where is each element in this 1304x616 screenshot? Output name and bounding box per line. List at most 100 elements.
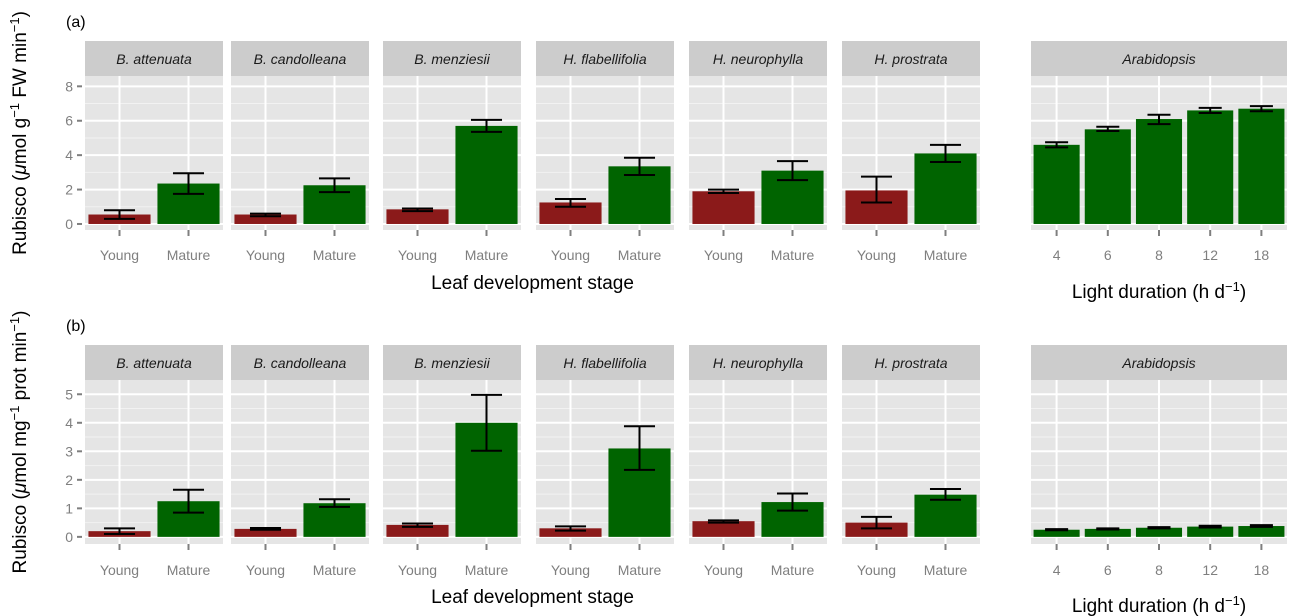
x-tick-label: Young [100, 562, 139, 578]
facet-panel: H. prostrata Young Mature [842, 345, 980, 578]
bar [234, 528, 297, 537]
facet-strip-label: B. menziesii [414, 355, 490, 371]
y-axis-title-part: μ [10, 482, 31, 494]
facet-panel: B. attenuata Young Mature [85, 345, 223, 578]
x-tick-label: 18 [1254, 247, 1270, 263]
facet-strip [842, 345, 980, 380]
error-bar [1198, 524, 1222, 529]
y-tick-label: 2 [65, 182, 73, 198]
facet-panel: B. menziesii Young Mature [383, 41, 521, 263]
x-tick-label: 12 [1202, 247, 1218, 263]
x-tick-label: 8 [1155, 247, 1163, 263]
panel-tag: (a) [66, 14, 86, 31]
facet-panel: B. candolleana Young Mature [231, 41, 369, 263]
bar [692, 191, 755, 224]
bar [1084, 528, 1131, 537]
x-tick-label: Mature [924, 247, 968, 263]
facet-strip [842, 41, 980, 76]
x-axis-title-part: Light duration (h d [1072, 282, 1225, 303]
bar [303, 503, 366, 537]
y-axis-title-part: −1 [7, 317, 22, 332]
facet-panel: H. flabellifolia Young Mature [536, 345, 674, 578]
error-bar [1147, 526, 1171, 530]
y-tick-label: 1 [65, 500, 73, 516]
error-bar [401, 207, 434, 213]
y-axis-title-part: Rubisco ( [10, 174, 31, 255]
facet-panel: H. prostrata Young Mature [842, 41, 980, 263]
bar [1033, 144, 1080, 224]
x-axis-title-part: ) [1240, 282, 1246, 303]
facet-strip [689, 345, 827, 380]
facet-strip [383, 345, 521, 380]
x-tick-label: Young [551, 247, 590, 263]
error-bar [1249, 524, 1273, 528]
x-axis-title: Leaf development stage [431, 587, 634, 608]
y-tick-label: 4 [65, 147, 73, 163]
error-bar [1045, 141, 1069, 149]
x-axis-title: Leaf development stage [431, 273, 634, 294]
x-axis-title-light-duration: Light duration (h d−1) [1072, 279, 1246, 303]
x-tick-label: 6 [1104, 562, 1112, 578]
x-tick-label: Mature [618, 247, 662, 263]
facet-strip [85, 41, 223, 76]
x-tick-label: Mature [771, 247, 815, 263]
bar [1187, 110, 1234, 224]
y-axis-title-part: −1 [7, 406, 22, 421]
x-tick-label: Mature [465, 562, 509, 578]
error-bar [554, 198, 587, 208]
error-bar [249, 527, 282, 531]
x-tick-label: Young [704, 247, 743, 263]
facet-strip [689, 41, 827, 76]
y-axis-title-part: Rubisco ( [10, 493, 31, 574]
x-axis-title-part: ) [1240, 596, 1246, 616]
facet-panel: H. neurophylla Young Mature [689, 345, 827, 578]
error-bar [929, 143, 962, 164]
bar [1033, 529, 1080, 537]
bar [386, 209, 449, 224]
y-tick-label: 0 [65, 529, 73, 545]
x-axis-title-sup: −1 [1225, 279, 1240, 294]
error-bar [623, 425, 656, 471]
bar [845, 522, 908, 537]
y-axis-title-part: prot min [10, 332, 31, 406]
bar [386, 524, 449, 537]
error-bar [401, 522, 434, 528]
error-bar [172, 488, 205, 514]
y-tick-label: 6 [65, 113, 73, 129]
x-tick-label: Young [857, 562, 896, 578]
facet-strip [536, 41, 674, 76]
y-axis-title-part: mol g [10, 118, 31, 164]
error-bar [470, 393, 503, 452]
x-tick-label: 4 [1053, 247, 1061, 263]
x-tick-label: Young [857, 247, 896, 263]
error-bar [103, 527, 136, 536]
y-axis-title-part: FW min [10, 32, 31, 103]
facet-strip-label: B. attenuata [116, 355, 192, 371]
facet-panel: H. neurophylla Young Mature [689, 41, 827, 263]
facet-panel: H. flabellifolia Young Mature [536, 41, 674, 263]
facet-strip-label: B. candolleana [254, 51, 347, 67]
error-bar [249, 212, 282, 218]
facet-strip-label: H. neurophylla [713, 51, 803, 67]
bar [692, 521, 755, 537]
x-axis-title-light-duration: Light duration (h d−1) [1072, 593, 1246, 616]
facet-panel: B. menziesii Young Mature [383, 345, 521, 578]
facet-strip-label: Arabidopsis [1121, 355, 1195, 371]
facet-strip [231, 345, 369, 380]
x-tick-label: Young [551, 562, 590, 578]
y-tick-label: 8 [65, 78, 73, 94]
y-tick-label: 5 [65, 386, 73, 402]
error-bar [623, 156, 656, 176]
x-tick-label: Mature [618, 562, 662, 578]
facet-panel: B. attenuata Young Mature [85, 41, 223, 263]
error-bar [554, 525, 587, 532]
error-bar [1147, 113, 1171, 126]
bar [1135, 527, 1183, 537]
y-axis-title: Rubisco (μmol g−1 FW min−1) [7, 11, 31, 255]
bar [608, 166, 671, 224]
bar [1084, 129, 1131, 224]
bar [234, 214, 297, 224]
facet-strip-label: H. flabellifolia [563, 51, 646, 67]
bar [914, 494, 977, 537]
